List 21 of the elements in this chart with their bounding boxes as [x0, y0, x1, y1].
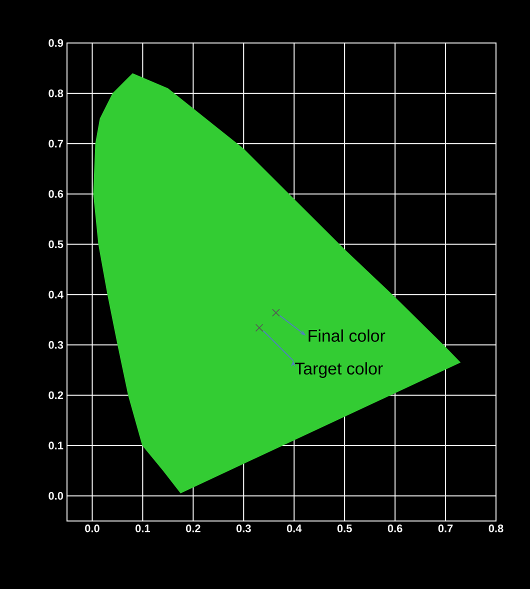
- y-tick-label: 0.7: [48, 140, 63, 148]
- x-tick-label: 0.4: [286, 524, 302, 532]
- x-tick-label: 0.5: [337, 524, 352, 532]
- x-tick-label: 0.2: [186, 524, 200, 532]
- annotation: Target color: [295, 362, 383, 378]
- y-tick-label: 0.6: [48, 190, 64, 198]
- x-tick-label: 0.7: [438, 524, 453, 532]
- x-tick-label: 0.8: [488, 524, 504, 532]
- annotation: Final color: [308, 329, 386, 342]
- y-tick-label: 0.4: [48, 290, 64, 298]
- x-tick-label: 0.6: [388, 524, 402, 532]
- y-tick-label: 0.0: [48, 492, 64, 500]
- x-tick-label: 0.1: [136, 524, 150, 532]
- x-tick-label: 0.0: [85, 524, 100, 532]
- x-tick-label: 0.3: [236, 524, 251, 532]
- y-tick-label: 0.1: [48, 442, 64, 450]
- y-tick-label: 0.8: [48, 89, 64, 98]
- y-tick-label: 0.9: [48, 39, 64, 47]
- y-tick-label: 0.2: [48, 391, 64, 400]
- y-tick-label: 0.5: [48, 240, 64, 248]
- y-tick-label: 0.3: [48, 341, 64, 349]
